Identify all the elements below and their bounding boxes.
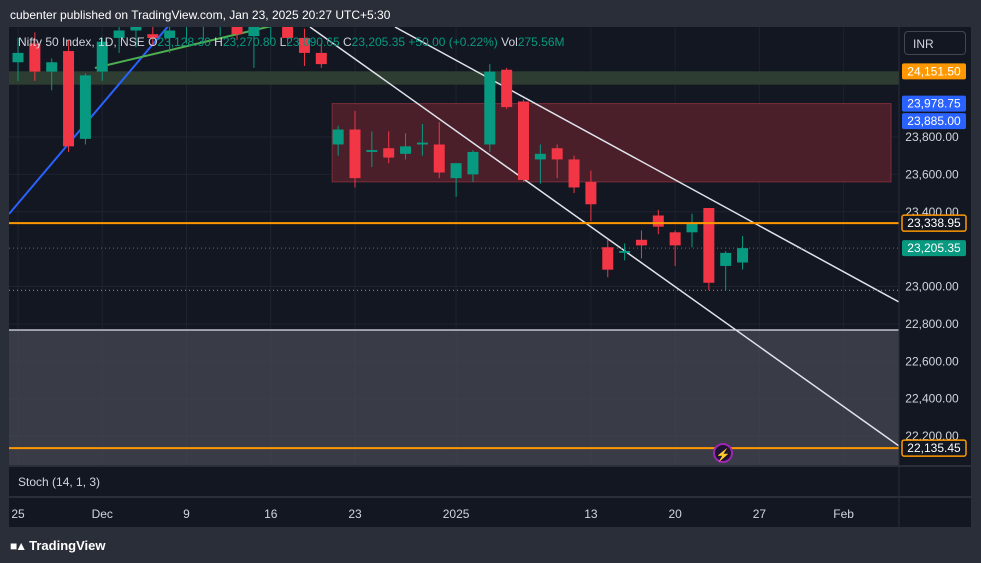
candle-body[interactable]: [332, 129, 344, 145]
candle-body[interactable]: [467, 151, 479, 175]
candle-body[interactable]: [551, 148, 563, 160]
candle-body[interactable]: [164, 30, 176, 38]
candle-body[interactable]: [619, 250, 631, 253]
candle-body[interactable]: [231, 19, 243, 35]
y-tick-label: 22,600.00: [905, 354, 959, 368]
y-tick-label: 22,400.00: [905, 392, 959, 406]
candle-body[interactable]: [400, 146, 412, 154]
price-tag: [902, 95, 966, 112]
price-tag: [902, 240, 966, 257]
x-tick-label: 9: [183, 507, 190, 521]
price-tag-label: 23,885.00: [907, 114, 961, 128]
symbol-name[interactable]: Nifty 50 Index, 1D, NSE: [18, 35, 145, 49]
price-tag: [901, 214, 967, 232]
publisher-header: cubenter published on TradingView.com, J…: [10, 8, 391, 22]
candle-body[interactable]: [450, 163, 462, 179]
x-tick-label: 16: [264, 507, 278, 521]
candle-body[interactable]: [46, 62, 58, 72]
candle-body[interactable]: [12, 52, 24, 63]
candle-body[interactable]: [534, 153, 546, 160]
close-label: C: [342, 35, 352, 49]
price-tag: [902, 113, 966, 130]
candle-body[interactable]: [737, 248, 749, 263]
candle-body[interactable]: [181, 25, 192, 27]
x-tick-label: 23: [348, 507, 362, 521]
support-zone: [9, 71, 899, 85]
candle-body[interactable]: [433, 144, 445, 173]
candle-body[interactable]: [215, 19, 226, 21]
candle-body[interactable]: [282, 23, 294, 38]
candle-body[interactable]: [29, 43, 41, 72]
y-tick-label: 23,000.00: [905, 280, 959, 294]
candle-body[interactable]: [669, 232, 681, 246]
price-tag: [902, 63, 966, 80]
price-tag-label: 22,135.45: [907, 441, 961, 455]
x-tick-label: 2025: [443, 507, 470, 521]
high-value: 23,270.80: [222, 35, 277, 49]
candle-body[interactable]: [63, 51, 75, 147]
x-tick-label: Feb: [833, 507, 854, 521]
tradingview-logo: ■▲ TradingView: [10, 538, 105, 553]
candle-body[interactable]: [703, 208, 715, 283]
candle-body[interactable]: [248, 23, 260, 37]
tv-logo-icon: ■▲: [10, 539, 27, 553]
x-tick-label: 13: [584, 507, 598, 521]
candle-body[interactable]: [96, 41, 108, 72]
low-label: L: [279, 35, 287, 49]
change-value: +50.00 (+0.22%): [408, 35, 498, 49]
x-tick-label: Dec: [92, 507, 113, 521]
resistance-zone: [331, 103, 892, 183]
candle-body[interactable]: [79, 75, 91, 139]
price-tag-label: 23,978.75: [907, 97, 961, 111]
candle-body[interactable]: [518, 101, 529, 180]
candle-body[interactable]: [298, 37, 310, 53]
volume-value: 275.56M: [517, 35, 565, 49]
candle-body[interactable]: [501, 69, 513, 108]
symbol-legend: Nifty 50 Index, 1D, NSE O23,128.30 H23,2…: [18, 35, 565, 49]
candle-body[interactable]: [416, 142, 428, 145]
upper-channel-line: [394, 27, 899, 303]
candle-body[interactable]: [568, 159, 580, 188]
price-tag-label: 23,338.95: [907, 216, 961, 230]
candle-body[interactable]: [315, 52, 327, 65]
lower-channel-line: [309, 27, 899, 447]
currency-button[interactable]: INR: [904, 31, 966, 55]
price-tag-label: 23,205.35: [907, 241, 961, 255]
close-value: 23,205.35: [351, 35, 406, 49]
candle-body[interactable]: [585, 181, 597, 205]
candle-body[interactable]: [686, 222, 698, 233]
volume-label: Vol: [501, 35, 518, 49]
x-tick-label: 25: [11, 507, 25, 521]
high-label: H: [214, 35, 223, 49]
x-tick-label: 20: [668, 507, 682, 521]
lightning-icon[interactable]: ⚡: [713, 443, 733, 463]
price-tag: [901, 439, 967, 457]
y-tick-label: 23,800.00: [905, 130, 959, 144]
candle-body[interactable]: [484, 71, 496, 145]
candle-body[interactable]: [635, 239, 647, 246]
y-tick-label: 22,800.00: [905, 317, 959, 331]
candle-body[interactable]: [720, 252, 732, 266]
candle-body[interactable]: [198, 21, 209, 25]
candle-body[interactable]: [602, 247, 614, 270]
open-label: O: [148, 35, 158, 49]
candle-body[interactable]: [366, 150, 378, 152]
grey-zone: [9, 329, 899, 466]
candle-body[interactable]: [265, 23, 276, 25]
candle-body[interactable]: [113, 30, 125, 38]
candle-body[interactable]: [383, 148, 395, 158]
candle-body[interactable]: [147, 34, 159, 38]
stoch-indicator-label[interactable]: Stoch (14, 1, 3): [18, 475, 101, 489]
low-value: 23,090.65: [286, 35, 340, 49]
candle-body[interactable]: [652, 215, 664, 227]
brand-label: TradingView: [29, 538, 106, 553]
candle-body[interactable]: [130, 27, 142, 31]
price-tag-label: 24,151.50: [907, 64, 961, 78]
candle-body[interactable]: [349, 129, 361, 179]
x-tick-label: 27: [753, 507, 767, 521]
open-value: 23,128.30: [157, 35, 211, 49]
y-tick-label: 23,600.00: [905, 167, 959, 181]
